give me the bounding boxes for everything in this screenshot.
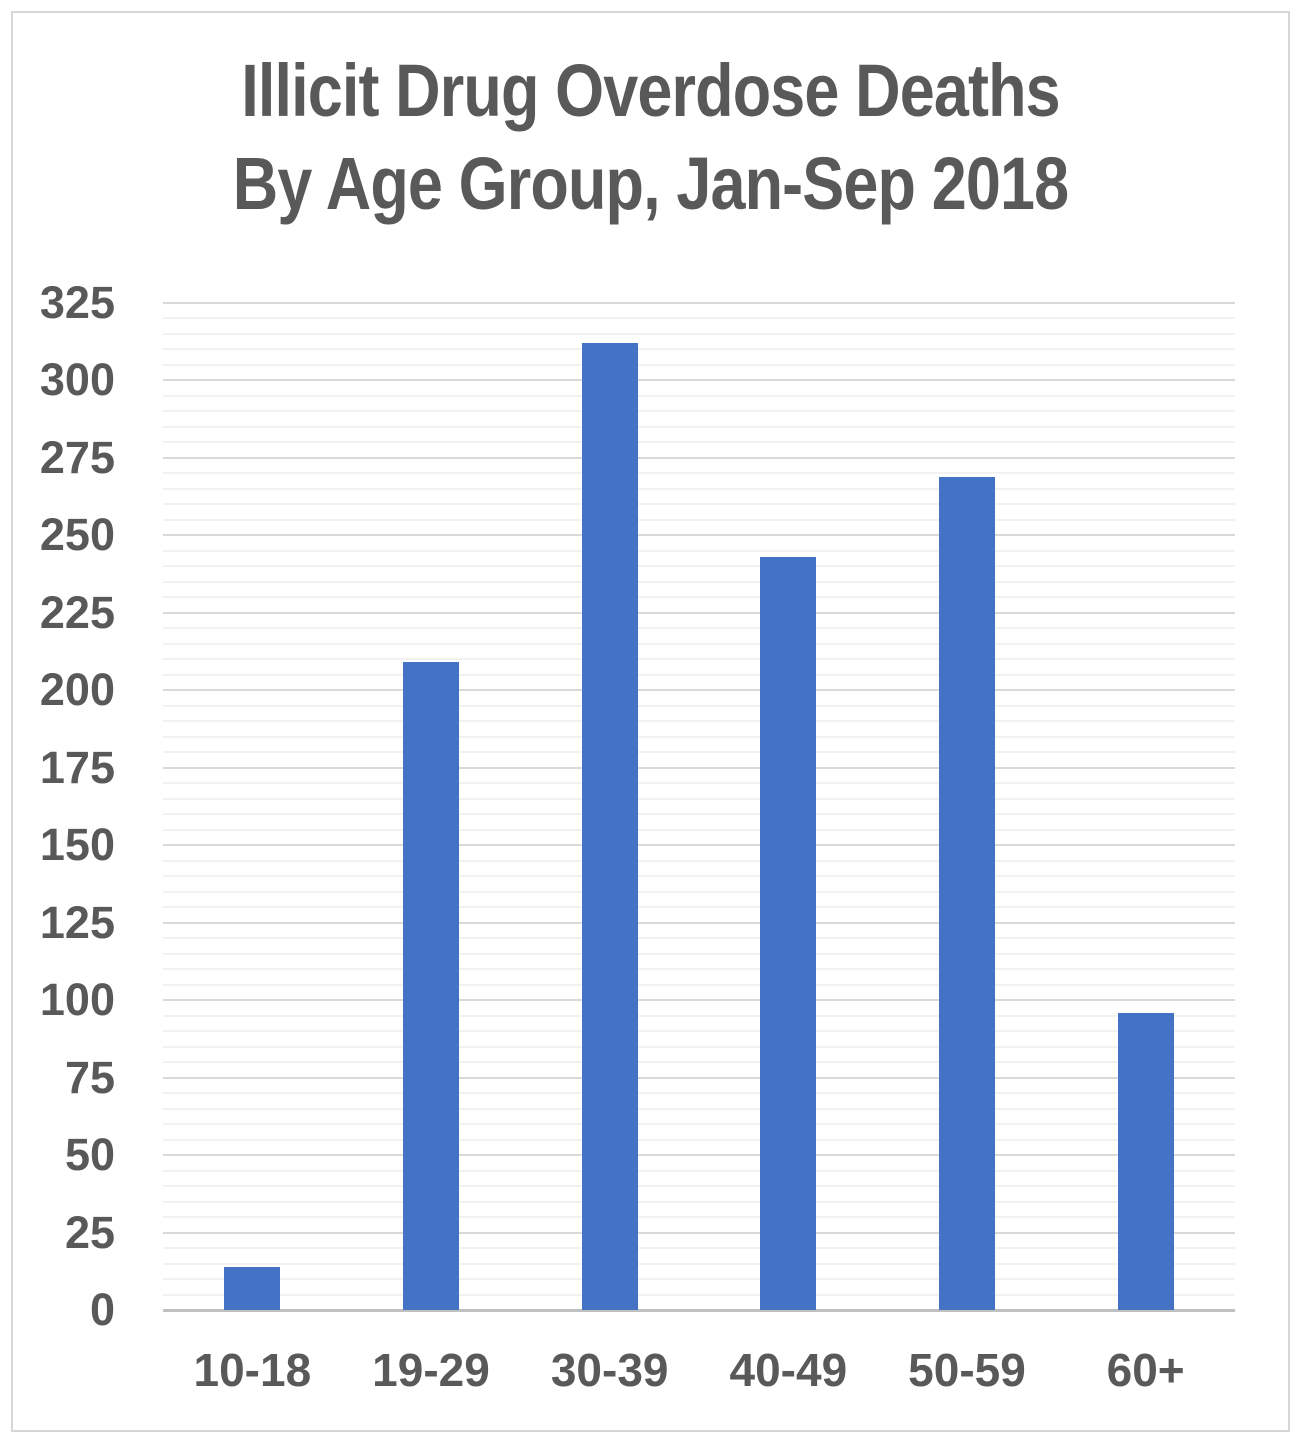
gridline-major <box>163 534 1235 537</box>
gridline-minor <box>163 1030 1235 1033</box>
y-tick-label-275: 275 <box>39 431 115 483</box>
gridline-minor <box>163 1278 1235 1280</box>
gridline-minor <box>163 1216 1235 1219</box>
gridline-minor <box>163 1247 1235 1250</box>
bar-30-39 <box>581 343 638 1310</box>
gridline-minor <box>163 348 1235 351</box>
gridline-minor <box>163 425 1235 428</box>
x-axis-line <box>163 1309 1235 1312</box>
gridline-major <box>163 1154 1235 1157</box>
gridline-minor <box>163 673 1235 676</box>
x-axis-label-40-49: 40-49 <box>729 1344 848 1396</box>
gridline-major <box>163 689 1235 692</box>
gridline-minor <box>163 472 1235 475</box>
chart-title: Illicit Drug Overdose Deaths By Age Grou… <box>98 44 1204 230</box>
gridline-minor <box>163 580 1235 583</box>
gridline-minor <box>163 1138 1235 1141</box>
gridline-minor <box>163 952 1235 955</box>
bar-10-18 <box>224 1266 281 1310</box>
gridline-minor <box>163 875 1235 878</box>
x-axis-label-19-29: 19-29 <box>372 1344 490 1396</box>
y-tick-label-50: 50 <box>64 1129 115 1181</box>
gridline-major <box>163 302 1235 304</box>
y-tick-label-0: 0 <box>89 1284 115 1335</box>
y-tick-label-300: 300 <box>39 354 115 406</box>
gridline-minor <box>163 751 1235 754</box>
gridline-minor <box>163 968 1235 971</box>
gridline-minor <box>163 565 1235 568</box>
y-tick-label-325: 325 <box>39 277 115 328</box>
y-tick-label-75: 75 <box>64 1051 115 1103</box>
gridline-minor <box>163 890 1235 893</box>
y-tick-label-125: 125 <box>39 896 115 948</box>
gridline-minor <box>163 1061 1235 1064</box>
gridline-minor <box>163 1262 1235 1265</box>
gridline-minor <box>163 410 1235 413</box>
y-tick-label-100: 100 <box>39 974 115 1026</box>
gridline-minor <box>163 596 1235 599</box>
gridline-minor <box>163 1169 1235 1172</box>
gridline-minor <box>163 782 1235 785</box>
bar-60+ <box>1117 1012 1174 1310</box>
gridline-minor <box>163 983 1235 986</box>
gridline-minor <box>163 937 1235 940</box>
x-axis-label-60+: 60+ <box>1106 1344 1185 1396</box>
gridline-minor <box>163 735 1235 738</box>
gridline-minor <box>163 828 1235 831</box>
y-tick-label-150: 150 <box>39 819 115 871</box>
gridline-minor <box>163 1107 1235 1110</box>
chart-title-line2: By Age Group, Jan-Sep 2018 <box>232 142 1069 225</box>
x-axis-label-10-18: 10-18 <box>193 1344 312 1396</box>
y-tick-label-175: 175 <box>39 741 115 793</box>
x-axis-label-30-39: 30-39 <box>550 1344 669 1396</box>
gridline-minor <box>163 1014 1235 1017</box>
y-tick-label-200: 200 <box>39 664 115 716</box>
gridline-minor <box>163 658 1235 661</box>
y-tick-label-250: 250 <box>39 509 115 561</box>
bar-19-29 <box>403 662 459 1310</box>
gridline-major <box>163 844 1235 847</box>
gridline-minor <box>163 627 1235 630</box>
gridline-major <box>163 611 1235 614</box>
gridline-minor <box>163 487 1235 490</box>
y-tick-label-225: 225 <box>39 586 115 638</box>
gridline-minor <box>163 1123 1235 1126</box>
gridline-minor <box>163 704 1235 707</box>
x-axis-label-50-59: 50-59 <box>908 1344 1026 1396</box>
gridline-minor <box>163 394 1235 397</box>
y-tick-label-25: 25 <box>64 1206 115 1258</box>
gridline-minor <box>163 1293 1235 1296</box>
gridline-minor <box>163 813 1235 816</box>
gridline-minor <box>163 518 1235 521</box>
gridline-major <box>163 1231 1235 1234</box>
gridline-major <box>163 456 1235 459</box>
gridline-minor <box>163 1185 1235 1188</box>
gridline-minor <box>163 317 1235 320</box>
gridline-major <box>163 999 1235 1002</box>
gridline-minor <box>163 1200 1235 1203</box>
gridline-minor <box>163 1045 1235 1048</box>
gridline-minor <box>163 859 1235 862</box>
gridline-major <box>163 921 1235 924</box>
gridline-minor <box>163 906 1235 909</box>
chart-title-line1: Illicit Drug Overdose Deaths <box>241 49 1060 132</box>
gridline-minor <box>163 1092 1235 1095</box>
gridline-major <box>163 766 1235 769</box>
gridline-minor <box>163 332 1235 335</box>
gridline-minor <box>163 363 1235 366</box>
gridline-minor <box>163 797 1235 800</box>
gridline-major <box>163 1076 1235 1079</box>
bar-40-49 <box>760 557 817 1310</box>
gridline-major <box>163 379 1235 382</box>
gridline-minor <box>163 642 1235 645</box>
gridline-minor <box>163 503 1235 506</box>
gridline-minor <box>163 720 1235 723</box>
gridline-minor <box>163 549 1235 552</box>
bar-50-59 <box>939 476 995 1310</box>
gridline-minor <box>163 441 1235 444</box>
